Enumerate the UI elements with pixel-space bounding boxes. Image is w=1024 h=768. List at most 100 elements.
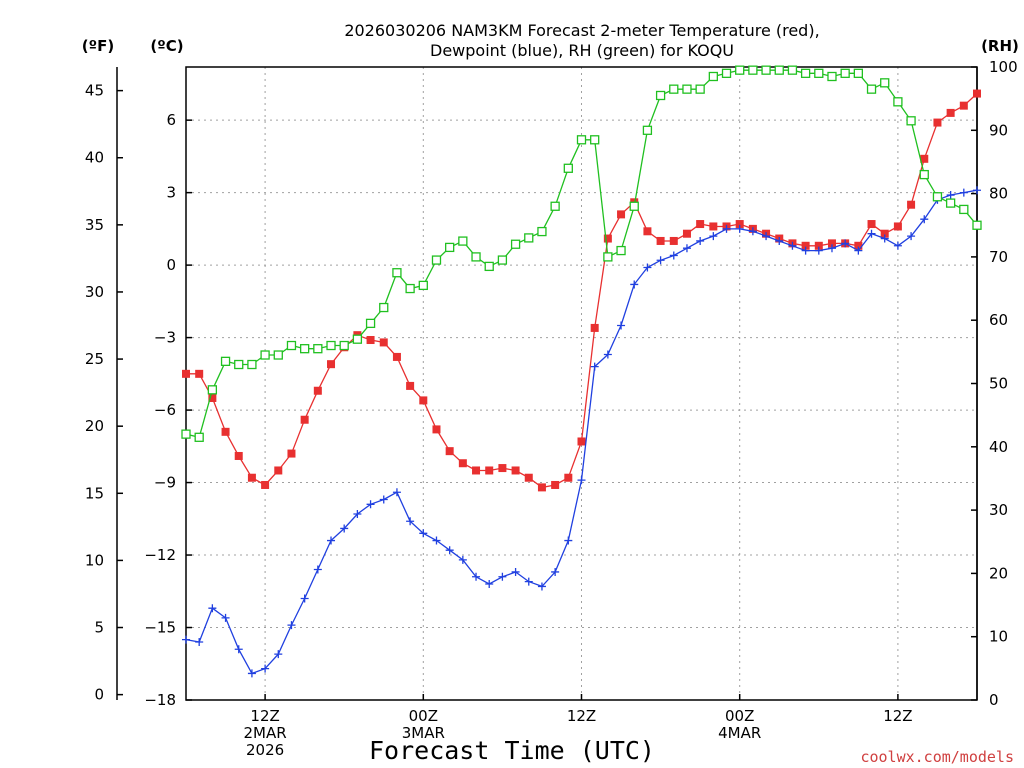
- dewpoint-point: [735, 224, 744, 233]
- rh-point: [313, 344, 323, 354]
- temperature-point: [682, 229, 691, 238]
- temperature-point: [327, 360, 336, 369]
- time-tick-label: 4MAR: [718, 724, 761, 742]
- dewpoint-point: [867, 229, 876, 238]
- dewpoint-point: [327, 536, 336, 545]
- rh-point: [379, 302, 389, 313]
- rh-point: [774, 65, 784, 75]
- temperature-point: [182, 369, 190, 378]
- temperature-point: [696, 220, 705, 229]
- temperature-point: [511, 466, 520, 475]
- rh-point: [603, 252, 613, 262]
- temperature-point: [419, 396, 428, 405]
- tick-labels: 051015202530354045−18−15−12−9−6−30360102…: [85, 58, 1018, 759]
- temperature-point: [933, 118, 942, 127]
- rh-point: [616, 245, 626, 256]
- rh-point: [418, 280, 428, 291]
- celsius-tick-label: −18: [144, 691, 176, 709]
- dewpoint-point: [234, 645, 243, 654]
- rh-point: [642, 125, 653, 135]
- rh-point: [299, 344, 310, 354]
- celsius-tick-label: 6: [166, 111, 176, 129]
- fahrenheit-tick-label: 0: [94, 686, 104, 704]
- rh-point: [932, 192, 943, 202]
- rh-point: [682, 84, 692, 94]
- rh-point: [497, 255, 508, 265]
- dewpoint-point: [643, 263, 652, 272]
- time-tick-label: 2MAR: [244, 724, 287, 742]
- rh-unit-label: (RH): [981, 37, 1019, 55]
- rh-point: [286, 340, 297, 351]
- rh-point: [550, 201, 560, 211]
- dewpoint-point: [907, 232, 916, 241]
- temperature-point: [709, 222, 718, 231]
- celsius-tick-label: −9: [154, 474, 176, 492]
- time-tick-label: 2026: [246, 741, 284, 759]
- plot-frame: [185, 66, 978, 701]
- dewpoint-point: [762, 232, 771, 241]
- dewpoint-point: [827, 244, 836, 253]
- dewpoint-point: [458, 555, 467, 564]
- rh-point: [761, 65, 771, 75]
- dewpoint-point: [340, 524, 349, 533]
- rh-point: [840, 68, 850, 78]
- dewpoint-point: [748, 227, 757, 236]
- dewpoint-point: [656, 256, 665, 265]
- rh-point: [669, 84, 679, 94]
- dewpoint-point: [498, 572, 507, 581]
- dewpoint-point: [537, 582, 546, 591]
- rh-tick-label: 70: [989, 248, 1008, 266]
- rh-point: [576, 135, 587, 145]
- dewpoint-point: [630, 280, 639, 289]
- celsius-tick-label: 0: [166, 256, 176, 274]
- rh-tick-label: 40: [989, 438, 1008, 456]
- fahrenheit-tick-label: 45: [85, 82, 104, 100]
- dewpoint-point: [551, 567, 560, 576]
- chart-title-line1: 2026030206 NAM3KM Forecast 2-meter Tempe…: [344, 21, 819, 40]
- dewpoint-point: [247, 669, 256, 678]
- celsius-tick-label: −12: [144, 546, 176, 564]
- rh-point: [695, 84, 705, 94]
- temperature-point: [643, 227, 652, 236]
- rh-point: [260, 350, 270, 360]
- rh-point: [827, 71, 837, 82]
- credit-label: coolwx.com/models: [860, 748, 1014, 766]
- temperature-point: [907, 200, 916, 209]
- rh-point: [906, 116, 916, 126]
- time-tick-label: 00Z: [725, 707, 754, 725]
- rh-point: [787, 65, 798, 75]
- temperature-point: [551, 480, 560, 489]
- temperature-point: [577, 437, 586, 446]
- dewpoint-point: [880, 234, 889, 243]
- dewpoint-point: [920, 215, 929, 224]
- rh-point: [655, 90, 666, 101]
- dewpoint-point: [669, 251, 678, 260]
- dewpoint-point: [814, 246, 823, 255]
- dewpoint-point: [445, 546, 454, 555]
- temperature-point: [617, 210, 626, 219]
- rh-point: [365, 318, 376, 329]
- fahrenheit-tick-label: 5: [94, 619, 104, 637]
- series-dewpoint: [182, 186, 981, 678]
- dewpoint-point: [366, 500, 375, 509]
- rh-tick-label: 10: [989, 628, 1008, 646]
- celsius-tick-label: −3: [154, 329, 176, 347]
- dewpoint-point: [511, 567, 520, 576]
- dewpoint-point: [261, 664, 270, 673]
- rh-point: [972, 220, 982, 230]
- dewpoint-point: [946, 191, 955, 200]
- temperature-point: [564, 473, 573, 482]
- rh-point: [234, 359, 244, 370]
- dewpoint-point: [472, 572, 481, 581]
- temperature-point: [313, 386, 322, 395]
- rh-point: [445, 242, 455, 253]
- rh-point: [392, 268, 402, 278]
- dewpoint-point: [353, 509, 362, 518]
- rh-point: [524, 233, 534, 243]
- dewpoint-point: [603, 350, 612, 359]
- fahrenheit-tick-label: 10: [85, 551, 104, 569]
- dewpoint-point: [959, 188, 968, 197]
- grid-lines: [186, 67, 977, 700]
- rh-point: [590, 135, 600, 145]
- temperature-point: [406, 381, 415, 390]
